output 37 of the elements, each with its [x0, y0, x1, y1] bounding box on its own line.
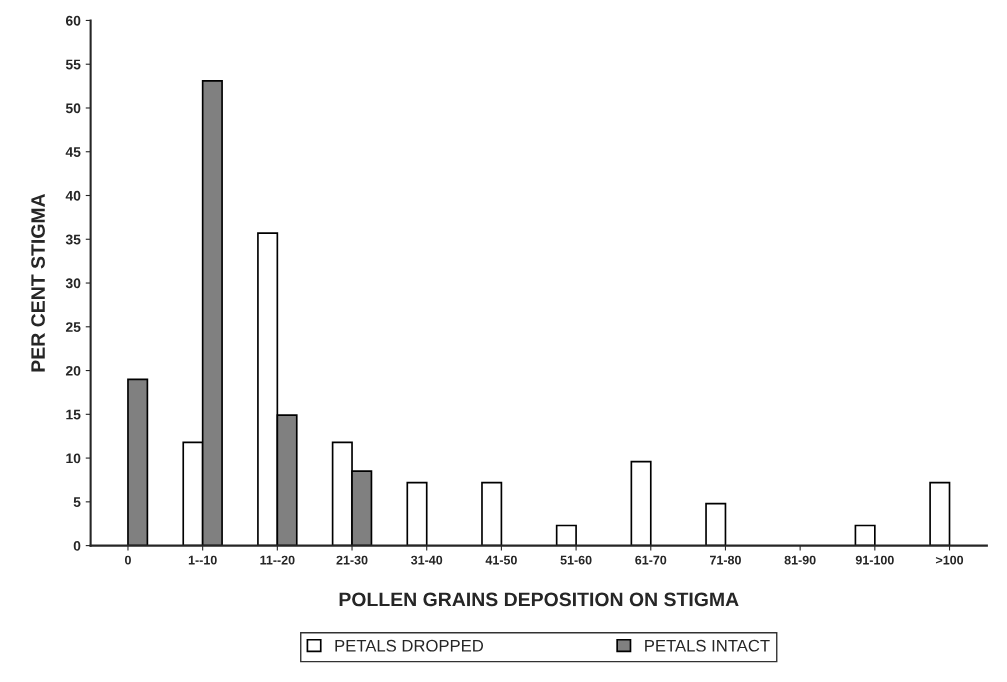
x-tick-label: 61-70 — [635, 555, 667, 565]
bar — [406, 481, 428, 546]
y-tick-label: 60 — [65, 15, 81, 26]
bar — [929, 481, 951, 546]
x-tick-label: 1--10 — [188, 555, 217, 565]
x-tick-label: 51-60 — [560, 555, 592, 565]
y-tick-label: 20 — [65, 365, 81, 376]
x-tick-label: 21-30 — [336, 555, 368, 565]
x-tick-label: 81-90 — [784, 555, 816, 565]
y-tick-label: 15 — [66, 409, 81, 420]
x-tick-label: 91-100 — [855, 555, 894, 565]
y-tick-label: 45 — [65, 147, 81, 157]
y-tick-label: 0 — [73, 540, 81, 551]
legend-label: PETALS DROPPED — [335, 639, 484, 652]
y-tick-label: 40 — [65, 190, 81, 201]
y-tick-label: 50 — [65, 103, 81, 114]
x-tick-label: 0 — [124, 555, 131, 565]
x-tick-label: 41-50 — [485, 555, 517, 565]
y-axis-title: PER CENT STIGMA — [31, 193, 45, 372]
x-axis-title: POLLEN GRAINS DEPOSITION ON STIGMA — [339, 592, 739, 607]
x-tick-label: 31-40 — [411, 555, 443, 565]
y-tick-label: 10 — [66, 453, 81, 464]
x-tick-label: 11--20 — [260, 555, 295, 565]
y-tick-label: 5 — [73, 497, 81, 508]
bar — [705, 502, 727, 546]
x-tick-label: >100 — [935, 555, 964, 565]
y-tick-label: 55 — [65, 59, 81, 70]
legend-label: PETALS INTACT — [645, 639, 770, 652]
bar — [555, 524, 577, 546]
x-tick-label: 71-80 — [710, 555, 741, 565]
y-tick-label: 25 — [65, 322, 81, 332]
bar — [630, 460, 652, 546]
bar — [854, 524, 876, 546]
y-tick-label: 30 — [65, 278, 81, 289]
y-tick-label: 35 — [65, 234, 81, 245]
bar — [127, 378, 149, 546]
bar — [481, 481, 503, 546]
